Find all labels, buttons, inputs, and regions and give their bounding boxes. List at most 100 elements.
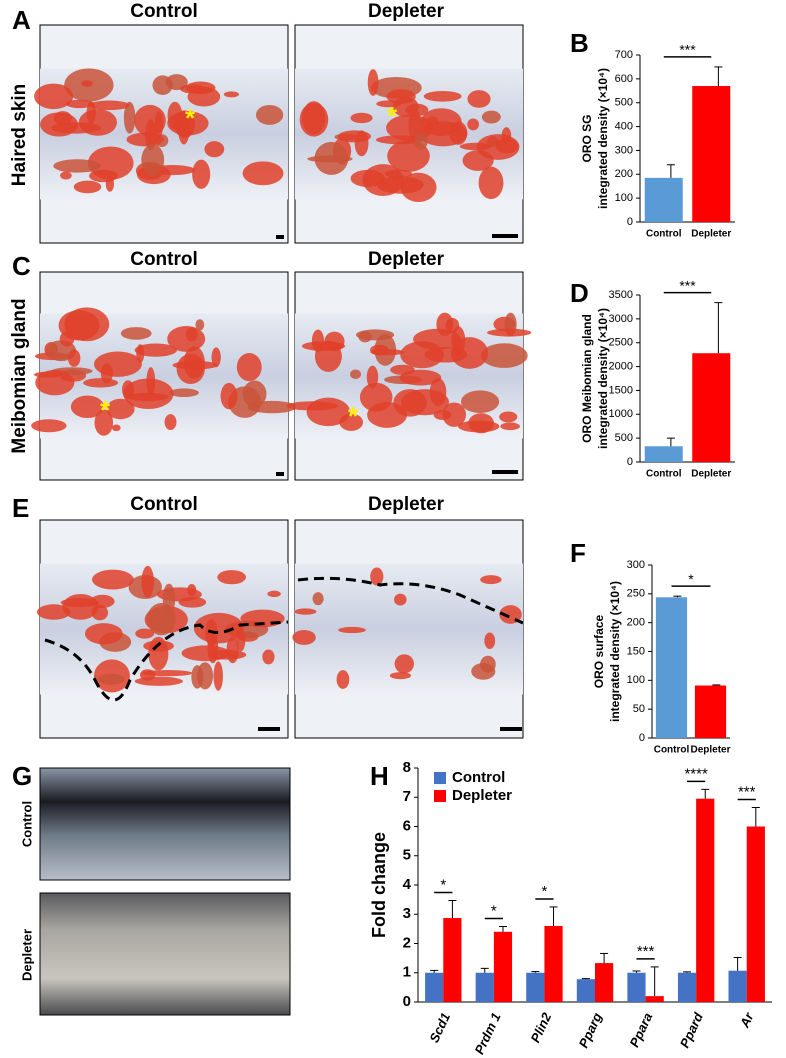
- lipid: [247, 400, 297, 414]
- lipid: [78, 109, 118, 136]
- error-bar: [733, 957, 742, 971]
- y-tick-label: 3: [403, 905, 411, 922]
- lipid: [178, 596, 207, 608]
- significance: ****: [684, 765, 708, 782]
- lipid: [220, 382, 238, 410]
- photo: [39, 767, 291, 881]
- lipid: [122, 380, 135, 399]
- lipid: [179, 84, 206, 94]
- panel-letter: C: [12, 251, 31, 281]
- x-tick-label: Plin2: [528, 1010, 555, 1045]
- bar: [475, 972, 494, 1002]
- y-tick-label: 2500: [609, 337, 633, 349]
- y-axis-label: ORO SG: [580, 114, 594, 162]
- bar: [425, 972, 444, 1002]
- x-tick-label: Ppara: [627, 1010, 656, 1049]
- error-bar: [714, 302, 723, 354]
- lipid: [314, 141, 349, 175]
- y-axis-label: integrated density (×10⁴): [596, 68, 610, 209]
- y-tick-label: 300: [627, 559, 645, 571]
- x-tick-label: Scd1: [426, 1010, 453, 1045]
- side-label: Depleter: [19, 929, 34, 981]
- y-tick-label: 500: [615, 432, 633, 444]
- lipid: [414, 132, 428, 150]
- lipid: [480, 575, 502, 585]
- lipid: [486, 328, 532, 337]
- y-tick-label: 1500: [609, 384, 633, 396]
- lipid: [481, 110, 501, 124]
- lipid: [217, 570, 246, 585]
- scale-bar: [492, 234, 518, 238]
- lipid: [81, 80, 93, 87]
- lipid: [172, 360, 218, 370]
- lipid: [500, 422, 520, 431]
- photo-bg: [39, 892, 291, 1016]
- y-tick-label: 100: [615, 192, 633, 204]
- error-bar: [683, 971, 692, 973]
- y-tick-label: 2: [403, 934, 411, 951]
- column-label: Depleter: [368, 1, 445, 22]
- error-bar: [600, 952, 609, 964]
- side-label: Control: [19, 801, 34, 847]
- panel-letter: B: [570, 28, 589, 58]
- y-tick-label: 0: [403, 993, 411, 1010]
- error-bar: [650, 966, 659, 997]
- legend-label: Control: [452, 769, 505, 786]
- y-axis-label: ORO surface: [592, 614, 606, 688]
- bar: [544, 925, 563, 1002]
- error-bar: [480, 967, 489, 973]
- lipid: [451, 326, 466, 356]
- lipid: [92, 569, 134, 590]
- lipid: [53, 111, 72, 126]
- lipid: [120, 327, 152, 340]
- lipid: [436, 312, 454, 336]
- lipid: [370, 567, 384, 586]
- bar: [493, 931, 513, 1002]
- y-tick-label: 250: [627, 588, 645, 600]
- lipid: [213, 661, 223, 691]
- y-axis-label: integrated density (×10⁴): [596, 308, 610, 449]
- y-tick-label: 4: [403, 876, 412, 893]
- lipid: [60, 598, 100, 608]
- lipid: [191, 665, 204, 689]
- lipid: [97, 673, 125, 685]
- lipid: [58, 310, 100, 341]
- error-bar: [549, 906, 558, 926]
- lipid: [312, 592, 324, 606]
- column-label: Control: [130, 1, 198, 22]
- lipid: [242, 380, 267, 408]
- lipid: [195, 319, 205, 331]
- lipid: [389, 672, 412, 680]
- lipid: [255, 104, 284, 125]
- x-tick-label: Control: [646, 229, 682, 240]
- panel-letter: A: [12, 5, 31, 35]
- lipid: [338, 626, 366, 634]
- lipid: [405, 103, 429, 117]
- lipid: [84, 623, 123, 645]
- bar: [728, 970, 747, 1002]
- y-tick-label: 700: [615, 49, 633, 61]
- lipid: [478, 166, 504, 200]
- error-bar: [712, 684, 721, 686]
- boundary: [297, 576, 524, 625]
- lipid: [394, 593, 407, 606]
- lipid: [106, 398, 135, 420]
- error-bar: [666, 437, 675, 447]
- column-label: Control: [130, 249, 198, 270]
- y-tick-label: 150: [627, 645, 645, 657]
- lipid: [366, 365, 379, 389]
- lipid: [350, 112, 373, 124]
- column-label: Control: [130, 494, 198, 515]
- error-bar: [666, 164, 675, 178]
- error-bar: [430, 969, 439, 973]
- lipid: [177, 110, 190, 145]
- y-axis-label: Fold change: [369, 832, 389, 938]
- bar: [645, 996, 664, 1002]
- bar: [576, 979, 595, 1002]
- lipid: [480, 343, 528, 368]
- significance: ***: [679, 277, 696, 293]
- bar: [696, 798, 715, 1002]
- lipid: [146, 367, 156, 396]
- x-tick-label: Ar: [736, 1010, 757, 1031]
